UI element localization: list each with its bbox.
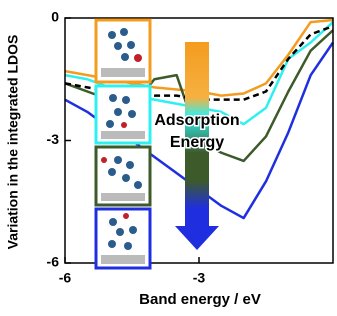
inset-green <box>96 147 150 205</box>
x-tick-label: -3 <box>193 270 206 286</box>
chart: Adsorption Energy Band energy / eV Varia… <box>0 0 337 311</box>
annotation: Energy <box>170 134 224 151</box>
y-tick-label: -6 <box>47 254 60 270</box>
y-tick-label: 0 <box>51 9 59 25</box>
inset-cyan <box>96 86 150 143</box>
x-tick-label: -6 <box>59 270 72 286</box>
y-axis-label: Variation in the integrated LDOS <box>5 35 21 250</box>
structure-insets <box>96 20 150 268</box>
inset-blue <box>96 209 150 268</box>
annotation: Adsorption <box>154 112 239 129</box>
inset-orange <box>96 20 150 82</box>
y-tick-label: -3 <box>47 131 60 147</box>
x-axis-label: Band energy / eV <box>139 291 261 308</box>
